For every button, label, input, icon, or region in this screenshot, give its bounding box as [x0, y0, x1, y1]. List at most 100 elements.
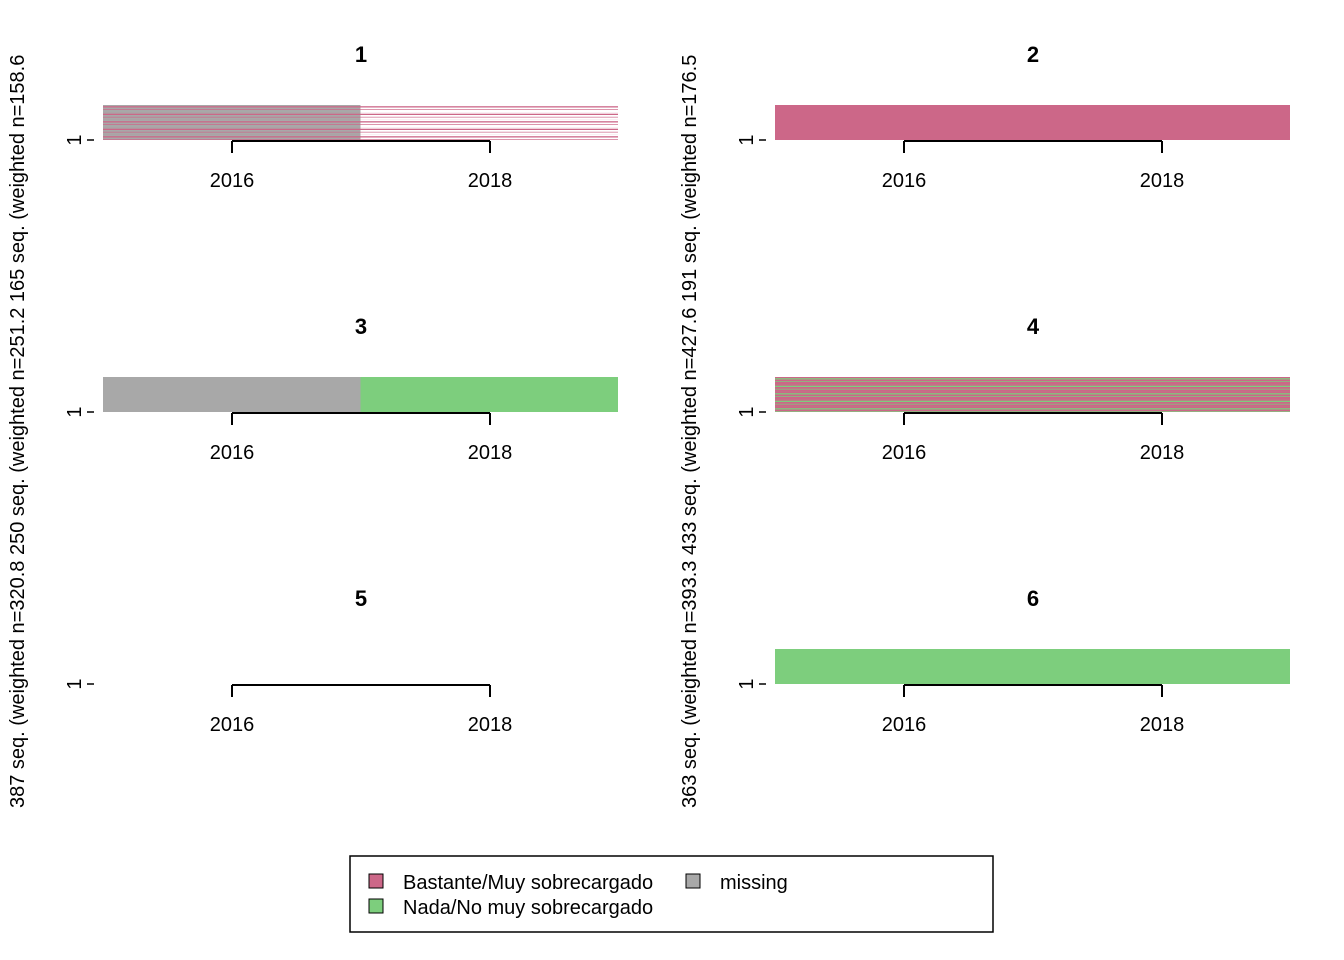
panels-layer: 1 1 2016 2018 2 1 2016 2018 3 1 2016 2018 4 1 2016 2018…: [64, 42, 1290, 736]
legend-swatch: [685, 873, 701, 889]
sequence-stripe: [360, 122, 618, 125]
x-tick-label: 2018: [468, 170, 513, 192]
panel-title: 2: [1027, 42, 1039, 67]
sequence-stripe: [103, 135, 361, 137]
sequence-stripe: [775, 387, 1033, 389]
sequence-stripe: [1032, 397, 1290, 400]
sequence-stripe: [103, 107, 361, 110]
sequence-stripe: [360, 120, 618, 122]
sequence-stripe: [1032, 377, 1290, 379]
sequence-stripe: [103, 112, 361, 114]
sequence-bar-segment: [1032, 649, 1290, 684]
sequence-stripe: [103, 132, 361, 135]
panel-5: 5 1 2016 2018: [64, 586, 512, 736]
x-tick-label: 2016: [210, 170, 255, 192]
sequence-stripe: [1032, 384, 1290, 386]
y-tick-label: 1: [736, 134, 758, 145]
sequence-stripe: [775, 399, 1033, 401]
sequence-stripe: [103, 127, 361, 129]
sequence-stripe: [775, 389, 1033, 392]
sequence-stripe: [1032, 404, 1290, 407]
sequence-stripe: [103, 117, 361, 120]
sequence-bar-segment: [1032, 105, 1290, 140]
x-tick-label: 2018: [1140, 170, 1185, 192]
panel-title: 4: [1027, 314, 1040, 339]
panel-title: 1: [355, 42, 367, 67]
sequence-stripe: [360, 132, 618, 135]
sequence-stripe: [1032, 394, 1290, 397]
x-tick-label: 2018: [468, 442, 513, 464]
sequence-stripe: [775, 402, 1033, 404]
sequence-stripe: [360, 130, 618, 132]
legend-label: missing: [720, 872, 788, 894]
sequence-stripe: [775, 382, 1033, 385]
sequence-stripe: [103, 105, 361, 107]
sequence-stripe: [103, 137, 361, 140]
x-tick-label: 2018: [468, 714, 513, 736]
sequence-stripe: [775, 379, 1033, 382]
sequence-stripe: [775, 409, 1033, 412]
sequence-stripe: [103, 122, 361, 125]
sequence-stripe: [1032, 382, 1290, 385]
sequence-stripe: [103, 130, 361, 132]
sequence-stripe: [360, 112, 618, 114]
sequence-bar-segment: [775, 649, 1033, 684]
sequence-stripe: [103, 125, 361, 128]
panel-title: 6: [1027, 586, 1039, 611]
sequence-stripe: [775, 404, 1033, 407]
side-label: 363 seq. (weighted n=393.3 433 seq. (wei…: [679, 55, 701, 808]
sequence-stripe: [1032, 389, 1290, 392]
panel-1: 1 1 2016 2018: [64, 42, 618, 192]
panel-title: 5: [355, 586, 367, 611]
x-tick-label: 2016: [882, 442, 927, 464]
legend-box: [349, 855, 994, 933]
legend-label: Bastante/Muy sobrecargado: [403, 872, 653, 894]
panel-6: 6 1 2016 2018: [736, 586, 1290, 736]
sequence-stripe: [360, 117, 618, 120]
x-tick-label: 2016: [882, 170, 927, 192]
sequence-stripe: [103, 115, 361, 117]
sequence-stripe: [360, 115, 618, 117]
sequence-stripe: [1032, 402, 1290, 404]
panel-4: 4 1 2016 2018: [736, 314, 1290, 464]
panel-2: 2 1 2016 2018: [736, 42, 1290, 192]
y-tick-label: 1: [736, 678, 758, 689]
legend-swatch: [368, 873, 384, 889]
sequence-stripe: [1032, 399, 1290, 401]
y-tick-label: 1: [64, 134, 86, 145]
sequence-stripe: [103, 110, 361, 113]
side-label: 387 seq. (weighted n=320.8 250 seq. (wei…: [7, 55, 29, 808]
sequence-stripe: [360, 135, 618, 137]
y-tick-label: 1: [64, 678, 86, 689]
sequence-bar-segment: [775, 105, 1033, 140]
side-labels-layer: 387 seq. (weighted n=320.8 250 seq. (wei…: [7, 55, 701, 808]
sequence-stripe: [1032, 379, 1290, 382]
sequence-stripe: [360, 125, 618, 128]
legend-swatch: [368, 898, 384, 914]
sequence-stripe: [1032, 387, 1290, 389]
y-tick-label: 1: [736, 406, 758, 417]
x-tick-label: 2018: [1140, 714, 1185, 736]
legend-label: Nada/No muy sobrecargado: [403, 897, 653, 919]
sequence-stripe: [775, 392, 1033, 394]
sequence-stripe: [1032, 407, 1290, 409]
sequence-stripe: [1032, 409, 1290, 412]
sequence-stripe: [360, 107, 618, 110]
sequence-stripe: [103, 120, 361, 122]
x-tick-label: 2016: [210, 442, 255, 464]
sequence-bar-segment: [360, 377, 618, 412]
panel-3: 3 1 2016 2018: [64, 314, 618, 464]
sequence-stripe: [775, 394, 1033, 397]
sequence-stripe: [360, 137, 618, 140]
sequence-stripe: [360, 110, 618, 113]
sequence-stripe: [775, 384, 1033, 386]
sequence-stripe: [1032, 392, 1290, 394]
y-tick-label: 1: [64, 406, 86, 417]
panel-title: 3: [355, 314, 367, 339]
sequence-bar-segment: [103, 377, 361, 412]
x-tick-label: 2016: [882, 714, 927, 736]
sequence-stripe: [360, 127, 618, 129]
x-tick-label: 2018: [1140, 442, 1185, 464]
legend: Bastante/Muy sobrecargado missing Nada/No …: [349, 855, 994, 933]
